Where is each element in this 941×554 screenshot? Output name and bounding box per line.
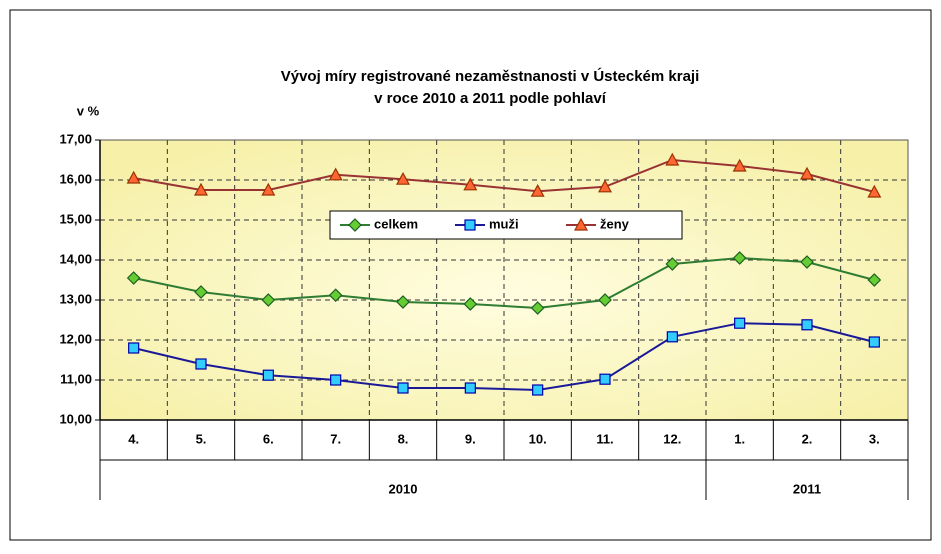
marker-triangle	[530, 183, 545, 197]
y-tick-label: 16,00	[59, 171, 92, 186]
marker-triangle	[799, 166, 815, 180]
marker-square	[330, 374, 342, 386]
marker-square	[464, 219, 476, 231]
marker-diamond	[867, 273, 882, 287]
marker-square	[599, 373, 611, 385]
marker-triangle	[732, 158, 747, 172]
x-tick-label: 10.	[529, 431, 547, 446]
marker-square	[195, 358, 207, 370]
x-tick-label: 4.	[128, 431, 139, 446]
marker-square	[666, 331, 678, 343]
legend-label: celkem	[374, 216, 418, 231]
x-tick-label: 12.	[663, 431, 681, 446]
marker-triangle	[867, 184, 882, 198]
marker-diamond	[126, 271, 141, 285]
x-tick-label: 6.	[263, 431, 274, 446]
marker-diamond	[598, 293, 612, 307]
marker-square	[128, 342, 140, 354]
marker-triangle	[193, 182, 209, 196]
marker-diamond	[194, 285, 208, 299]
marker-diamond	[396, 295, 410, 309]
marker-square	[532, 384, 544, 396]
marker-diamond	[261, 293, 276, 307]
x-tick-label: 2.	[802, 431, 813, 446]
marker-triangle	[395, 171, 411, 185]
x-tick-label: 1.	[734, 431, 745, 446]
y-tick-label: 15,00	[59, 211, 92, 226]
marker-square	[734, 317, 746, 329]
marker-triangle	[328, 167, 343, 181]
y-tick-label: 17,00	[59, 131, 92, 146]
chart-title: v roce 2010 a 2011 podle pohlaví	[374, 90, 607, 107]
legend-label: muži	[489, 216, 519, 231]
x-tick-label: 3.	[869, 431, 880, 446]
x-tick-label: 9.	[465, 431, 476, 446]
legend-label: ženy	[600, 216, 630, 231]
x-tick-label: 11.	[596, 431, 613, 446]
marker-triangle	[126, 170, 141, 184]
marker-square	[868, 336, 880, 348]
marker-square	[801, 319, 813, 331]
marker-diamond	[732, 251, 747, 265]
y-tick-label: 12,00	[59, 331, 92, 346]
y-tick-label: 10,00	[59, 411, 92, 426]
chart-title: Vývoj míry registrované nezaměstnanosti …	[281, 67, 700, 85]
y-tick-label: 11,00	[60, 371, 92, 386]
x-tick-label: 5.	[196, 431, 207, 446]
x-tick-label: 7.	[330, 431, 341, 446]
marker-square	[262, 369, 274, 381]
marker-triangle	[665, 152, 680, 166]
marker-diamond	[463, 297, 478, 311]
marker-square	[464, 382, 476, 394]
marker-triangle	[573, 217, 589, 231]
marker-triangle	[261, 182, 276, 196]
marker-diamond	[665, 257, 680, 271]
group-label: 2011	[793, 481, 821, 496]
marker-diamond	[530, 301, 545, 315]
y-axis-label: v %	[77, 103, 100, 118]
marker-diamond	[348, 218, 362, 232]
marker-square	[397, 382, 409, 394]
marker-triangle	[597, 179, 613, 193]
x-tick-label: 8.	[398, 431, 409, 446]
marker-diamond	[800, 255, 814, 269]
series-line	[133, 158, 875, 193]
y-tick-label: 14,00	[59, 251, 92, 266]
y-tick-label: 13,00	[59, 291, 92, 306]
marker-diamond	[328, 288, 343, 303]
marker-triangle	[463, 177, 478, 191]
series-line	[133, 322, 875, 392]
group-label: 2010	[389, 481, 418, 496]
series-line	[133, 256, 875, 310]
legend	[329, 210, 683, 240]
